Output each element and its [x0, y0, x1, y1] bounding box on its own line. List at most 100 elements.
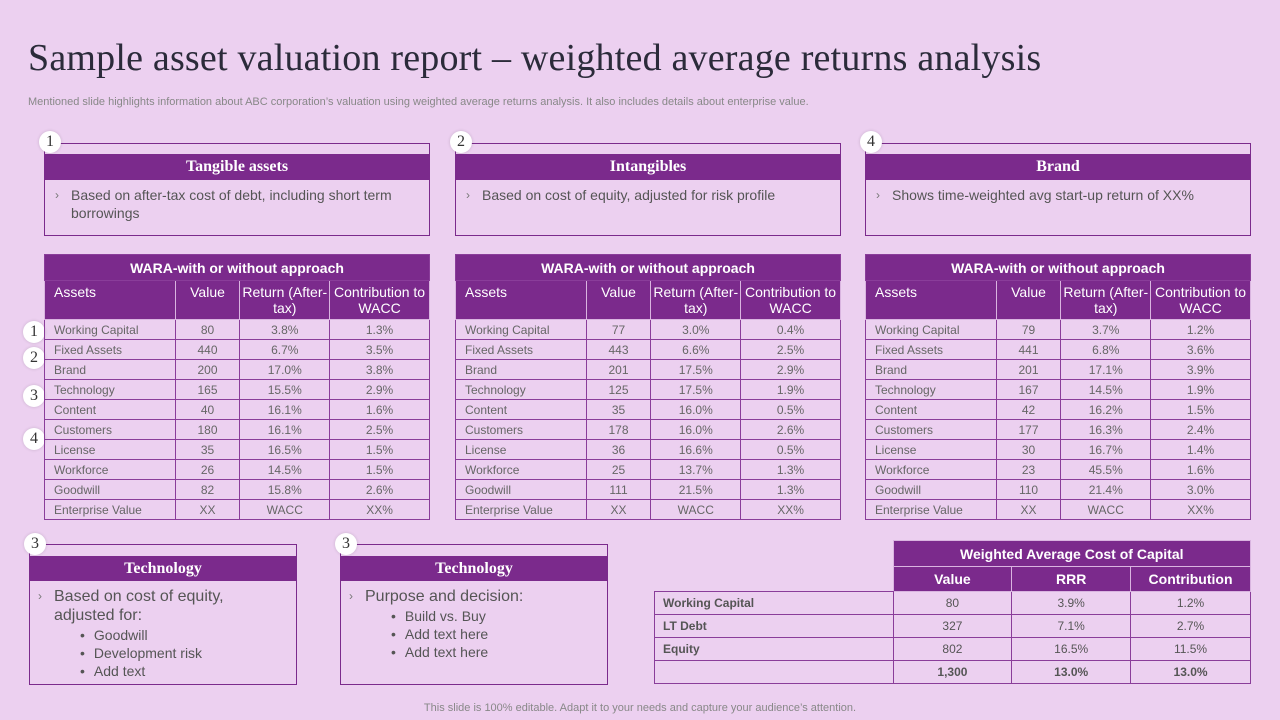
table-row: Technology 167 14.5% 1.9% [865, 379, 1251, 400]
table-cell: 16.1% [239, 399, 331, 420]
wacc-header: Contribution [1130, 566, 1251, 592]
column-header: Assets [455, 280, 587, 320]
table-cell: 14.5% [1060, 379, 1152, 400]
table-cell: License [455, 439, 587, 460]
table-cell: 167 [995, 379, 1062, 400]
chevron-right-icon: › [876, 188, 880, 202]
table-cell: 2.7% [1130, 614, 1251, 638]
table-cell: 1.3% [740, 479, 841, 500]
table-cell: 201 [585, 359, 652, 380]
table-cell: 1.2% [1130, 591, 1251, 615]
table-row: Fixed Assets 441 6.8% 3.6% [865, 339, 1251, 360]
column-header: Value [585, 280, 652, 320]
table-cell: 42 [995, 399, 1062, 420]
table-cell: 80 [174, 319, 241, 340]
table-row: Working Capital 77 3.0% 0.4% [455, 319, 841, 340]
table-cell: 6.8% [1060, 339, 1152, 360]
table-cell: 21.5% [650, 479, 742, 500]
table-cell: XX% [740, 499, 841, 520]
number-badge: 4 [860, 131, 882, 153]
table-cell: 79 [995, 319, 1062, 340]
table-cell: 16.0% [650, 399, 742, 420]
chevron-right-icon: › [55, 188, 59, 202]
table-cell: 13.0% [1011, 660, 1132, 684]
column-header: Contribution to WACC [1150, 280, 1251, 320]
table-cell: 3.9% [1150, 359, 1251, 380]
table-cell: 16.1% [239, 419, 331, 440]
table-cell: 440 [174, 339, 241, 360]
table-cell: Content [865, 399, 997, 420]
table-cell: Brand [44, 359, 176, 380]
info-card: Brand › Shows time-weighted avg start-up … [865, 143, 1251, 236]
wara-table: WARA-with or without approach Assets Valu… [865, 254, 1251, 520]
table-row: Working Capital 79 3.7% 1.2% [865, 319, 1251, 340]
wara-table: WARA-with or without approach Assets Valu… [455, 254, 841, 520]
table-cell: Goodwill [44, 479, 176, 500]
table-cell: 1.5% [329, 459, 430, 480]
table-title: WARA-with or without approach [455, 254, 841, 281]
table-cell: 3.8% [329, 359, 430, 380]
table-cell: Enterprise Value [455, 499, 587, 520]
table-cell: 6.7% [239, 339, 331, 360]
table-row: Brand 201 17.1% 3.9% [865, 359, 1251, 380]
card-text: Based on cost of equity, adjusted for: [54, 588, 224, 624]
card-title: Technology [340, 556, 608, 581]
table-cell: Enterprise Value [44, 499, 176, 520]
table-cell: 0.5% [740, 399, 841, 420]
card-text: Purpose and decision: [365, 588, 524, 605]
table-row: Fixed Assets 440 6.7% 3.5% [44, 339, 430, 360]
table-cell: Content [455, 399, 587, 420]
table-cell: 16.6% [650, 439, 742, 460]
table-cell: Customers [865, 419, 997, 440]
wacc-header: RRR [1011, 566, 1132, 592]
table-cell: 17.0% [239, 359, 331, 380]
table-row: Workforce 26 14.5% 1.5% [44, 459, 430, 480]
table-row: Equity 802 16.5% 11.5% [654, 637, 1251, 661]
table-cell: WACC [1060, 499, 1152, 520]
table-cell: 11.5% [1130, 637, 1251, 661]
wacc-table: Weighted Average Cost of Capital Value R… [654, 540, 1252, 684]
table-cell: Workforce [455, 459, 587, 480]
table-row: Working Capital 80 3.9% 1.2% [654, 591, 1251, 615]
table-cell: Goodwill [455, 479, 587, 500]
table-cell: Brand [865, 359, 997, 380]
table-row: Customers 180 16.1% 2.5% [44, 419, 430, 440]
table-cell: 0.5% [740, 439, 841, 460]
table-cell: License [44, 439, 176, 460]
number-badge: 3 [24, 533, 46, 555]
table-cell: 3.6% [1150, 339, 1251, 360]
table-cell: 26 [174, 459, 241, 480]
card-title: Tangible assets [44, 154, 430, 180]
table-cell: 21.4% [1060, 479, 1152, 500]
table-cell: XX [585, 499, 652, 520]
bullet-list: GoodwillDevelopment riskAdd text [54, 626, 286, 680]
table-cell: 30 [995, 439, 1062, 460]
table-cell: LT Debt [654, 614, 894, 638]
info-card: Tangible assets › Based on after-tax cost… [44, 143, 430, 236]
column-header: Assets [44, 280, 176, 320]
table-row: Enterprise Value XX WACC XX% [865, 499, 1251, 520]
table-row: Goodwill 110 21.4% 3.0% [865, 479, 1251, 500]
table-cell: Technology [44, 379, 176, 400]
table-cell: Technology [865, 379, 997, 400]
table-cell: 200 [174, 359, 241, 380]
table-cell: 443 [585, 339, 652, 360]
table-row: Content 40 16.1% 1.6% [44, 399, 430, 420]
table-cell: 1.4% [1150, 439, 1251, 460]
table-cell: 16.7% [1060, 439, 1152, 460]
table-cell: 802 [892, 637, 1013, 661]
table-cell: 2.9% [740, 359, 841, 380]
table-cell: XX [995, 499, 1062, 520]
column-header: Value [995, 280, 1062, 320]
table-cell: 2.6% [740, 419, 841, 440]
table-cell: XX [174, 499, 241, 520]
column-header: Return (After-tax) [1060, 280, 1152, 320]
table-cell: 17.1% [1060, 359, 1152, 380]
table-row: Fixed Assets 443 6.6% 2.5% [455, 339, 841, 360]
wacc-title: Weighted Average Cost of Capital [892, 540, 1252, 567]
bullet-item: Add text [80, 662, 286, 680]
table-row: Brand 200 17.0% 3.8% [44, 359, 430, 380]
table-row: Enterprise Value XX WACC XX% [455, 499, 841, 520]
table-cell: 1.9% [740, 379, 841, 400]
table-cell: 23 [995, 459, 1062, 480]
